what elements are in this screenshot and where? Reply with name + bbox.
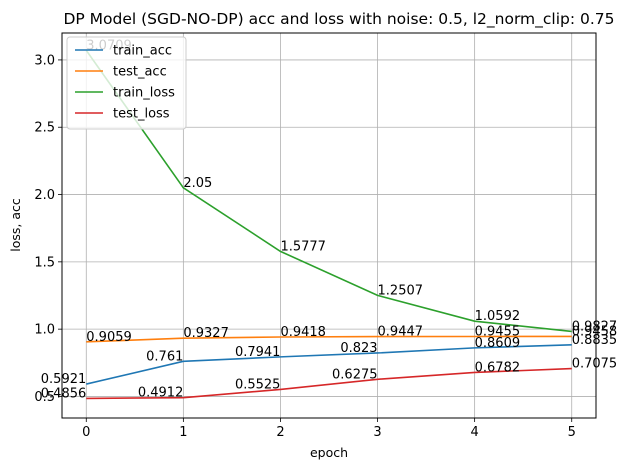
- x-tick-label: 3: [373, 425, 381, 440]
- data-label: 1.0592: [475, 309, 521, 324]
- data-label: 0.5921: [41, 372, 87, 387]
- data-label: 0.9447: [378, 325, 424, 340]
- data-label: 0.9327: [183, 326, 229, 341]
- x-tick-label: 2: [276, 425, 284, 440]
- y-tick-label: 2.5: [34, 121, 55, 136]
- plot-frame: [61, 32, 597, 419]
- series-line-test-loss: [86, 367, 572, 400]
- data-label: 0.9458: [572, 324, 618, 339]
- data-label: 0.823: [340, 341, 377, 356]
- x-tick-label: 1: [179, 425, 187, 440]
- data-label: 0.9827: [572, 319, 618, 334]
- axis-ticks: 0 1 2 3 4 5 0.5 1.0 1.5 2.0 2.5 3.0: [34, 53, 576, 440]
- legend-label: train_acc: [113, 44, 172, 59]
- series-line-train-loss: [85, 49, 572, 333]
- data-label: 0.761: [146, 349, 183, 364]
- legend-label: train_loss: [113, 86, 175, 101]
- grid: [62, 33, 596, 418]
- series-line-train-acc: [86, 344, 572, 385]
- series-line-test-acc: [86, 335, 572, 343]
- chart-title: DP Model (SGD-NO-DP) acc and loss with n…: [63, 10, 614, 29]
- y-tick-label: 1.0: [34, 323, 55, 338]
- data-label: 2.05: [183, 176, 212, 191]
- data-label: 0.9418: [280, 325, 326, 340]
- data-label: 0.8835: [572, 333, 618, 348]
- data-label: 0.4856: [41, 386, 87, 401]
- x-axis-title: epoch: [310, 445, 348, 460]
- y-tick-label: 0.5: [34, 390, 55, 405]
- data-label: 0.7941: [235, 345, 281, 360]
- data-label: 1.5777: [280, 239, 326, 254]
- legend: train_acc test_acc train_loss test_loss: [66, 36, 187, 130]
- legend-box: [66, 36, 187, 130]
- y-tick-label: 3.0: [34, 53, 55, 68]
- data-label: 0.6782: [475, 360, 521, 375]
- data-label: 0.4912: [138, 386, 184, 401]
- data-label: 0.9455: [475, 324, 521, 339]
- data-label: 1.2507: [378, 283, 424, 298]
- data-label: 0.7075: [572, 357, 618, 372]
- x-tick-label: 4: [470, 425, 478, 440]
- data-label: 0.8609: [475, 336, 521, 351]
- y-tick-label: 1.5: [34, 255, 55, 270]
- data-labels: 0.5921 0.761 0.7941 0.823 0.8609 0.8835 0.9059…: [41, 38, 617, 401]
- x-tick-label: 5: [568, 425, 576, 440]
- data-label: 0.6275: [332, 367, 378, 382]
- series-lines: [85, 49, 572, 400]
- legend-label: test_loss: [113, 107, 170, 122]
- x-tick-label: 0: [82, 425, 90, 440]
- data-label: 0.5525: [235, 377, 281, 392]
- y-axis-title: loss, acc: [8, 198, 23, 252]
- y-tick-label: 2.0: [34, 188, 55, 203]
- legend-label: test_acc: [113, 65, 167, 80]
- data-label: 0.9059: [86, 330, 132, 345]
